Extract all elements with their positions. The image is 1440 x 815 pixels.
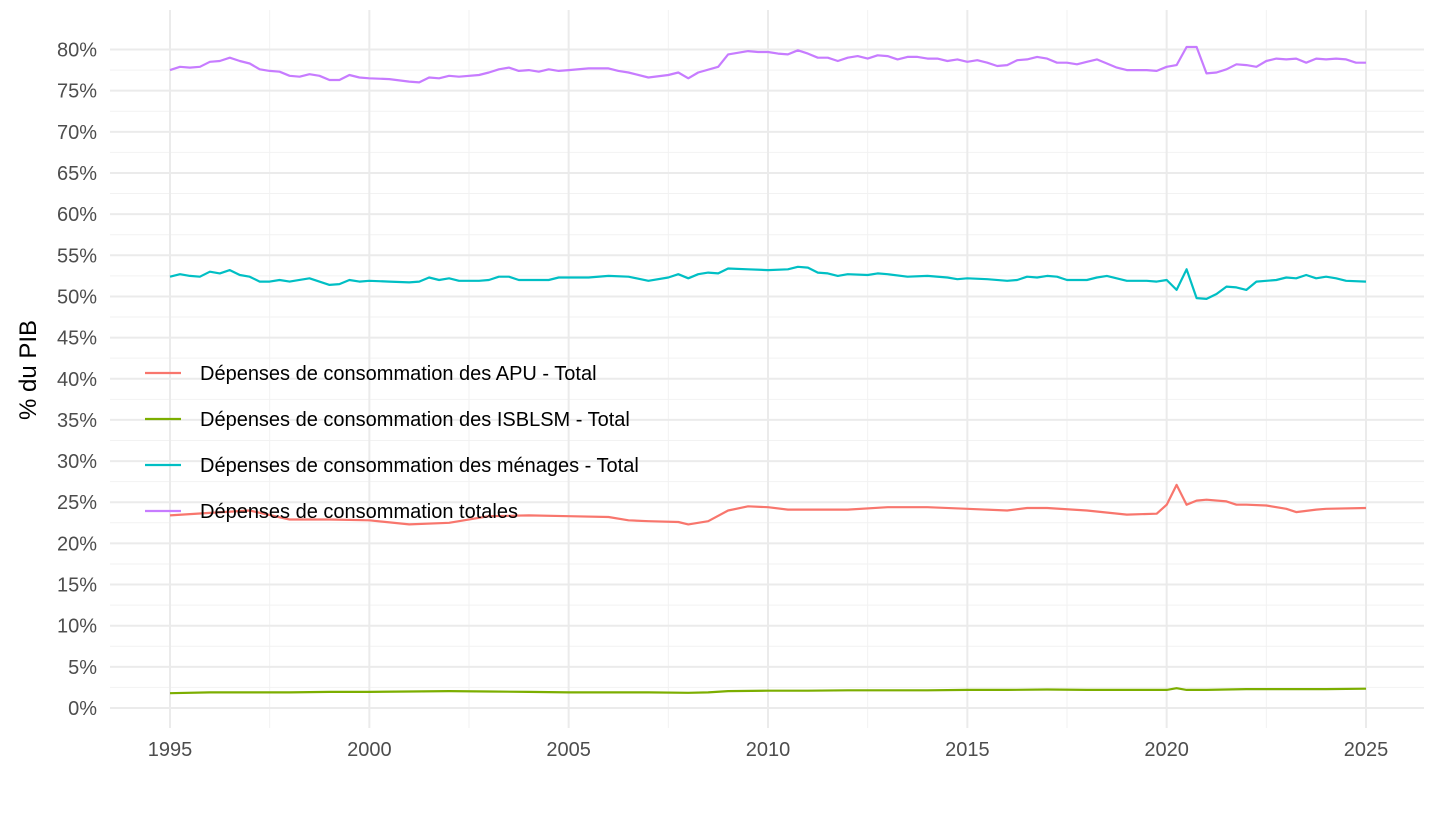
series-lines — [169, 45, 1367, 695]
y-tick-label: 5% — [68, 657, 97, 679]
y-tick-label: 0% — [68, 698, 97, 720]
x-tick-label: 2000 — [347, 739, 392, 761]
y-tick-label: 15% — [57, 575, 97, 597]
y-tick-label: 20% — [57, 533, 97, 555]
y-tick-label: 80% — [57, 40, 97, 62]
series-line-4 — [169, 45, 1366, 84]
y-tick-label: 35% — [57, 410, 97, 432]
y-tick-label: 40% — [57, 369, 97, 391]
y-tick-label: 70% — [57, 122, 97, 144]
y-tick-label: 30% — [57, 451, 97, 473]
y-tick-label: 45% — [57, 328, 97, 350]
y-tick-label: 65% — [57, 163, 97, 185]
x-tick-label: 2015 — [945, 739, 990, 761]
series-line-3 — [169, 265, 1367, 300]
y-tick-label: 10% — [57, 616, 97, 638]
legend-label: Dépenses de consommation totales — [200, 501, 518, 523]
series-line-2 — [169, 687, 1367, 695]
y-tick-label: 75% — [57, 81, 97, 103]
y-axis: 0% 5% 10% 15% 20% 25% 30% 35% 40% 45% 50% 55% 60% 65%… — [57, 40, 97, 721]
legend-item: Dépenses de consommation totales — [145, 501, 518, 523]
y-axis-label: % du PIB — [15, 320, 42, 420]
x-tick-label: 2020 — [1144, 739, 1189, 761]
legend-item: Dépenses de consommation des ISBLSM - To… — [145, 409, 630, 431]
legend-item: Dépenses de consommation des APU - Total — [145, 363, 597, 385]
x-tick-label: 1995 — [148, 739, 193, 761]
legend-label: Dépenses de consommation des ISBLSM - To… — [200, 409, 630, 431]
grid-lines — [110, 10, 1424, 728]
legend-label: Dépenses de consommation des ménages - T… — [200, 455, 639, 477]
x-tick-label: 2010 — [746, 739, 791, 761]
x-tick-label: 2005 — [546, 739, 591, 761]
x-tick-label: 2025 — [1344, 739, 1389, 761]
legend: Dépenses de consommation des APU - Total… — [145, 363, 639, 523]
y-tick-label: 25% — [57, 492, 97, 514]
y-tick-label: 55% — [57, 245, 97, 267]
y-tick-label: 60% — [57, 204, 97, 226]
legend-item: Dépenses de consommation des ménages - T… — [145, 455, 639, 477]
legend-label: Dépenses de consommation des APU - Total — [200, 363, 597, 385]
x-axis: 1995 2000 2005 2010 2015 2020 2025 — [148, 739, 1389, 761]
series-line-1 — [169, 483, 1367, 526]
y-tick-label: 50% — [57, 286, 97, 308]
